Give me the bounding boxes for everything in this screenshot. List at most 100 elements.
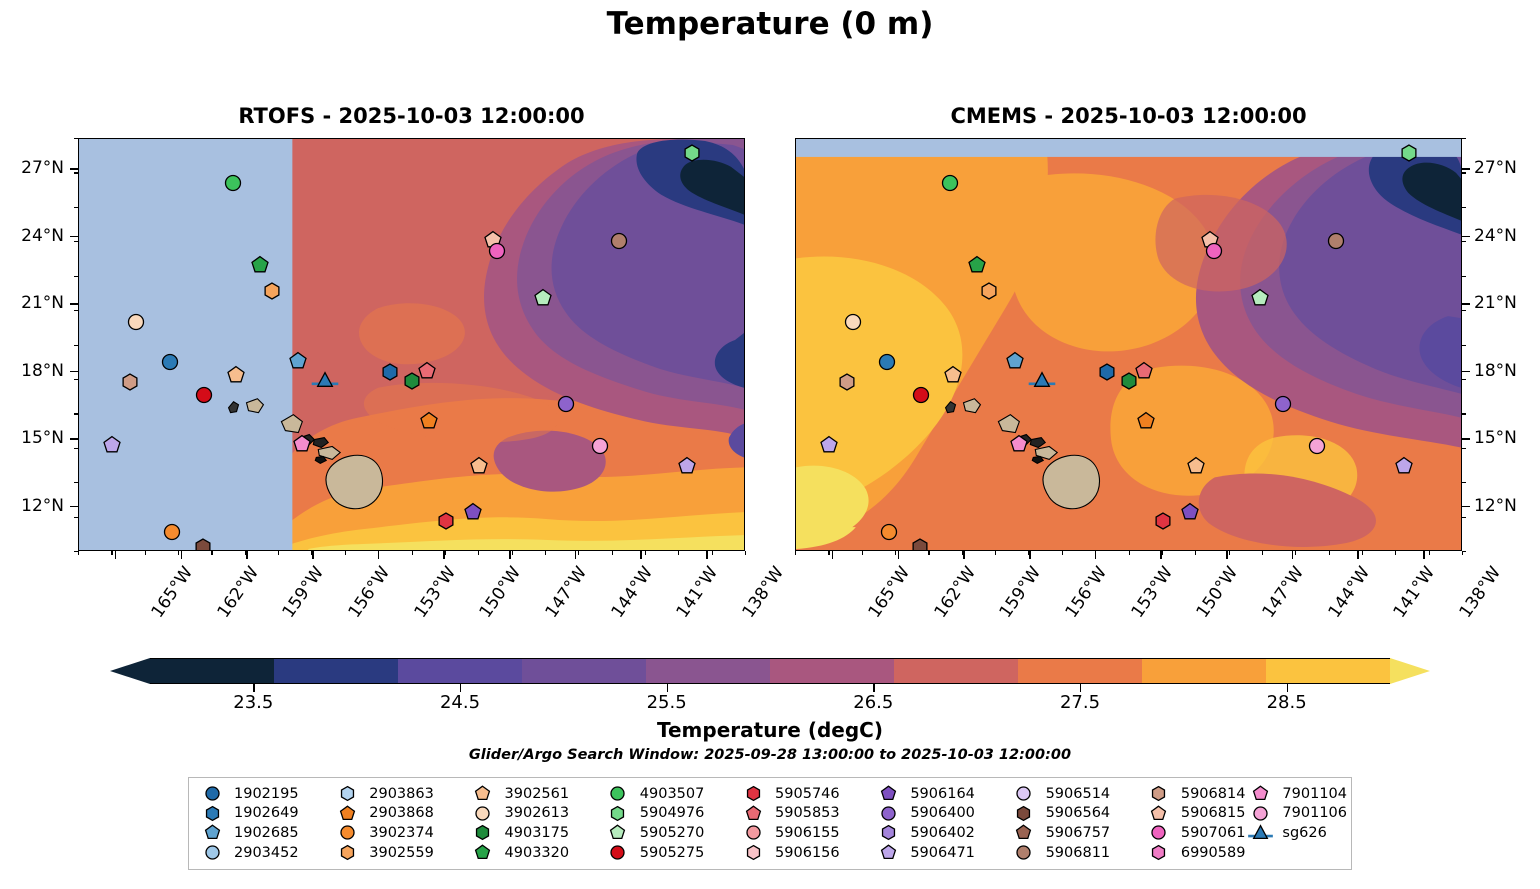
legend-item-5906514[interactable]: 5906514 xyxy=(1009,784,1144,804)
marker-2903868b[interactable] xyxy=(1136,410,1157,431)
ytick-label-cmems-2: 21°N xyxy=(1474,293,1517,314)
legend-item-5906471[interactable]: 5906471 xyxy=(873,843,1008,863)
marker-5905275[interactable] xyxy=(194,385,215,406)
marker-sg626[interactable] xyxy=(1028,370,1056,390)
legend-item-5905853[interactable]: 5905853 xyxy=(738,804,873,824)
legend-item-5905275[interactable]: 5905275 xyxy=(603,843,738,863)
marker-3902559[interactable] xyxy=(978,281,999,302)
marker-7901104[interactable] xyxy=(291,433,312,454)
marker-3902561[interactable] xyxy=(468,455,489,476)
legend-item-5905746[interactable]: 5905746 xyxy=(738,784,873,804)
legend-item-sg626[interactable]: sg626 xyxy=(1245,823,1347,843)
legend-item-4903320[interactable]: 4903320 xyxy=(468,843,603,863)
marker-5904976[interactable] xyxy=(682,142,703,163)
legend-item-1902195[interactable]: 1902195 xyxy=(197,784,332,804)
marker-5905746[interactable] xyxy=(1153,511,1174,532)
marker-5905853[interactable] xyxy=(1134,360,1155,381)
marker-7901106[interactable] xyxy=(1306,436,1327,457)
marker-1902649[interactable] xyxy=(877,352,898,373)
marker-5906164[interactable] xyxy=(1179,502,1200,523)
marker-2903868b[interactable] xyxy=(419,410,440,431)
marker-5905270[interactable] xyxy=(1249,287,1270,308)
xtick-label-cmems-7: 144°W xyxy=(1324,563,1374,622)
marker-5907061[interactable] xyxy=(486,241,507,262)
legend-item-3902561[interactable]: 3902561 xyxy=(468,784,603,804)
marker-5906811[interactable] xyxy=(608,230,629,251)
legend-item-7901104[interactable]: 7901104 xyxy=(1245,784,1347,804)
legend-item-5906156[interactable]: 5906156 xyxy=(738,843,873,863)
marker-7901106[interactable] xyxy=(589,436,610,457)
legend-item-4903175[interactable]: 4903175 xyxy=(468,823,603,843)
legend-item-5906564[interactable]: 5906564 xyxy=(1009,804,1144,824)
legend-item-3902559[interactable]: 3902559 xyxy=(332,843,467,863)
legend-item-2903868[interactable]: 2903868 xyxy=(332,804,467,824)
legend-item-5904976[interactable]: 5904976 xyxy=(603,804,738,824)
platform-legend[interactable]: 1902195 1902649 1902685 2903452 2903863 29038… xyxy=(188,777,1352,870)
marker-5906471b[interactable] xyxy=(676,455,697,476)
legend-item-1902685[interactable]: 1902685 xyxy=(197,823,332,843)
legend-item-2903863[interactable]: 2903863 xyxy=(332,784,467,804)
map-panel-rtofs[interactable] xyxy=(78,138,745,551)
marker-1902649[interactable] xyxy=(160,352,181,373)
marker-5906811[interactable] xyxy=(1325,230,1346,251)
legend-item-5906811[interactable]: 5906811 xyxy=(1009,843,1144,863)
marker-3902613[interactable] xyxy=(125,311,146,332)
legend-item-5905270[interactable]: 5905270 xyxy=(603,823,738,843)
marker-5906400[interactable] xyxy=(1273,394,1294,415)
xtick-cmems-5 xyxy=(1160,551,1162,559)
legend-item-1902649[interactable]: 1902649 xyxy=(197,804,332,824)
marker-3902613[interactable] xyxy=(842,311,863,332)
marker-4903175[interactable] xyxy=(402,370,423,391)
marker-5906814[interactable] xyxy=(837,372,858,393)
marker-3902374[interactable] xyxy=(879,521,900,542)
map-panel-cmems[interactable] xyxy=(795,138,1462,551)
marker-5906564[interactable] xyxy=(192,536,213,550)
legend-item-7901106[interactable]: 7901106 xyxy=(1245,804,1347,824)
legend-item-5906155[interactable]: 5906155 xyxy=(738,823,873,843)
marker-5907061[interactable] xyxy=(1203,241,1224,262)
marker-5906471b[interactable] xyxy=(1393,455,1414,476)
marker-3902374[interactable] xyxy=(162,521,183,542)
marker-5906564[interactable] xyxy=(909,536,930,550)
marker-5906400[interactable] xyxy=(556,394,577,415)
marker-5904976[interactable] xyxy=(1399,142,1420,163)
legend-item-5906400[interactable]: 5906400 xyxy=(873,804,1008,824)
marker-4903507[interactable] xyxy=(940,172,961,193)
legend-item-5906814[interactable]: 5906814 xyxy=(1144,784,1245,804)
marker-sg626[interactable] xyxy=(311,370,339,390)
legend-item-5906757[interactable]: 5906757 xyxy=(1009,823,1144,843)
pentagon-icon xyxy=(197,823,227,842)
marker-5906814[interactable] xyxy=(120,372,141,393)
marker-7901104[interactable] xyxy=(1008,433,1029,454)
marker-5905853[interactable] xyxy=(417,360,438,381)
marker-2903868[interactable] xyxy=(942,364,963,385)
marker-5905275[interactable] xyxy=(911,385,932,406)
legend-item-2903452[interactable]: 2903452 xyxy=(197,843,332,863)
marker-1902195[interactable] xyxy=(1097,362,1118,383)
marker-3902559[interactable] xyxy=(261,281,282,302)
marker-4903320[interactable] xyxy=(249,255,270,276)
marker-3902561[interactable] xyxy=(1185,455,1206,476)
marker-4903320[interactable] xyxy=(966,255,987,276)
legend-item-3902613[interactable]: 3902613 xyxy=(468,804,603,824)
marker-1902685[interactable] xyxy=(1005,350,1026,371)
marker-2903868[interactable] xyxy=(225,364,246,385)
marker-5906471[interactable] xyxy=(818,434,839,455)
legend-item-5906402[interactable]: 5906402 xyxy=(873,823,1008,843)
legend-item-5906815[interactable]: 5906815 xyxy=(1144,804,1245,824)
marker-4903507[interactable] xyxy=(223,172,244,193)
legend-item-3902374[interactable]: 3902374 xyxy=(332,823,467,843)
marker-1902195[interactable] xyxy=(380,362,401,383)
marker-5905270[interactable] xyxy=(532,287,553,308)
marker-4903175[interactable] xyxy=(1119,370,1140,391)
xtick-minor-rtofs-13 xyxy=(511,551,513,555)
colorbar xyxy=(110,658,1430,684)
legend-item-4903507[interactable]: 4903507 xyxy=(603,784,738,804)
marker-1902685[interactable] xyxy=(288,350,309,371)
marker-5906164[interactable] xyxy=(462,502,483,523)
legend-item-5907061[interactable]: 5907061 xyxy=(1144,823,1245,843)
legend-item-5906164[interactable]: 5906164 xyxy=(873,784,1008,804)
marker-5905746[interactable] xyxy=(436,511,457,532)
legend-item-6990589[interactable]: 6990589 xyxy=(1144,843,1245,863)
marker-5906471[interactable] xyxy=(101,434,122,455)
